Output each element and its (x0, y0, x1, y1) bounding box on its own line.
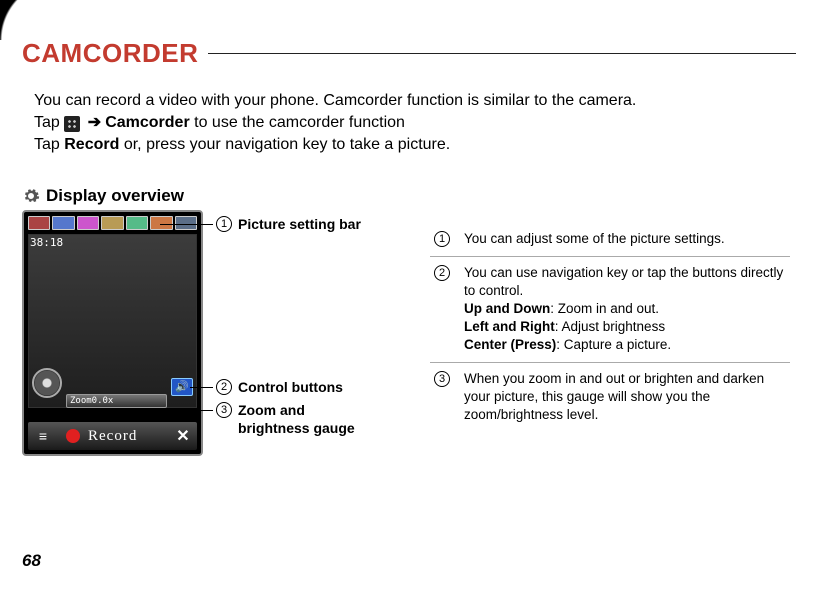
timecode: 38:18 (30, 236, 63, 249)
callout-label-3b: brightness gauge (238, 420, 355, 436)
row-text-2: You can use navigation key or tap the bu… (464, 264, 786, 354)
table-row: 1 You can adjust some of the picture set… (430, 223, 790, 257)
row-num-1: 1 (434, 231, 450, 247)
row-text-1: You can adjust some of the picture setti… (464, 230, 786, 248)
record-label: Record (88, 428, 169, 445)
callout-num-2: 2 (216, 379, 232, 395)
picture-setting-bar (28, 216, 197, 232)
speaker-icon: 🔊 (171, 378, 193, 396)
intro-line3a: Tap (34, 134, 60, 156)
section-heading: Display overview (46, 186, 184, 206)
bottom-bar: ≡ Record ✕ (28, 422, 197, 450)
page-number: 68 (22, 551, 41, 571)
intro-record-bold: Record (64, 134, 119, 156)
table-row: 2 You can use navigation key or tap the … (430, 257, 790, 363)
dpad-icon (32, 368, 62, 398)
menu-grid-icon (64, 116, 80, 132)
intro-line1: You can record a video with your phone. … (34, 90, 636, 112)
intro-line2a: Tap (34, 112, 60, 134)
zoom-gauge: Zoom0.0x (66, 394, 167, 408)
section-heading-row: Display overview (22, 186, 184, 206)
callout-num-1: 1 (216, 216, 232, 232)
description-table: 1 You can adjust some of the picture set… (430, 223, 790, 432)
row-num-2: 2 (434, 265, 450, 281)
title-rule (208, 53, 796, 55)
page-title: CAMCORDER (22, 38, 198, 69)
page-corner-mask (0, 0, 60, 40)
record-dot-icon (66, 429, 80, 443)
intro-line2c-text: to use the camcorder function (194, 112, 405, 134)
intro-line3c: or, press your navigation key to take a … (124, 134, 450, 156)
callout-label-2: Control buttons (238, 379, 343, 395)
intro-camcorder-bold: Camcorder (105, 112, 189, 134)
title-row: CAMCORDER (22, 38, 796, 69)
row-text-3: When you zoom in and out or brighten and… (464, 370, 786, 424)
callout-num-3: 3 (216, 402, 232, 418)
intro-block: You can record a video with your phone. … (34, 90, 784, 156)
menu-icon: ≡ (28, 428, 58, 444)
phone-screenshot: 38:18 🔊 Zoom0.0x ≡ Record ✕ (22, 210, 203, 456)
row-num-3: 3 (434, 371, 450, 387)
callout-label-3a: Zoom and (238, 402, 305, 418)
callout-label-1: Picture setting bar (238, 216, 361, 232)
table-row: 3 When you zoom in and out or brighten a… (430, 363, 790, 432)
arrow-icon: ➔ (88, 112, 101, 134)
close-icon: ✕ (169, 426, 197, 446)
gear-icon (22, 187, 40, 205)
